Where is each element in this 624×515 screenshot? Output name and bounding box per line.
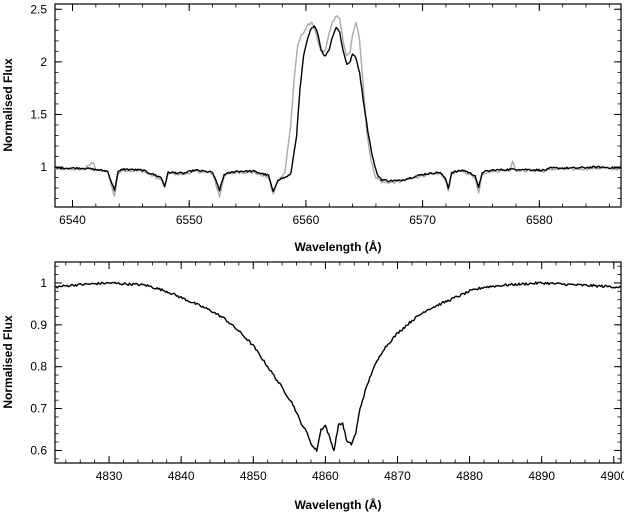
bottom-y-axis-title: Normalised Flux <box>1 315 15 409</box>
top-ticks: 6540 6550 6560 6570 6580 1 1.5 2 2.5 <box>30 2 621 227</box>
bottom-x-tick-label: 4850 <box>240 469 267 483</box>
bottom-y-tick-label: 0.7 <box>30 402 47 416</box>
bottom-y-tick-label: 0.6 <box>30 443 47 457</box>
top-x-tick-label: 6550 <box>176 213 203 227</box>
top-x-tick-label: 6560 <box>293 213 320 227</box>
bottom-y-tick-label: 0.9 <box>30 318 47 332</box>
top-x-axis-title: Wavelength (Å) <box>295 239 382 254</box>
bottom-y-tick-label: 1 <box>40 276 47 290</box>
top-y-tick-label: 1 <box>40 160 47 174</box>
bottom-x-axis-title: Wavelength (Å) <box>295 497 382 512</box>
bottom-x-tick-label: 4870 <box>384 469 411 483</box>
top-series <box>54 15 622 198</box>
bottom-x-tick-label: 4890 <box>528 469 555 483</box>
top-y-tick-label: 2.5 <box>30 2 47 16</box>
bottom-ticks: 4830 4840 4850 4860 4870 4880 4890 4900 0.6 0.7 0.… <box>30 262 624 483</box>
top-plot-frame <box>54 3 622 208</box>
bottom-x-tick-label: 4860 <box>312 469 339 483</box>
bottom-x-tick-label: 4900 <box>600 469 624 483</box>
bottom-x-tick-label: 4840 <box>168 469 195 483</box>
bottom-series <box>54 281 622 452</box>
bottom-x-tick-label: 4880 <box>456 469 483 483</box>
bottom-plot-frame <box>54 261 622 464</box>
top-series-line-0 <box>54 25 622 193</box>
top-y-axis-title: Normalised Flux <box>1 58 15 152</box>
bottom-x-tick-label: 4830 <box>96 469 123 483</box>
top-x-tick-label: 6570 <box>409 213 436 227</box>
bottom-series-line-0 <box>54 281 622 452</box>
top-panel: 6540 6550 6560 6570 6580 1 1.5 2 2.5 Wavelength … <box>1 2 622 254</box>
top-y-tick-label: 2 <box>40 55 47 69</box>
top-x-tick-label: 6580 <box>526 213 553 227</box>
bottom-panel: 4830 4840 4850 4860 4870 4880 4890 4900 0.6 0.7 0.… <box>1 261 624 512</box>
top-x-tick-label: 6540 <box>59 213 86 227</box>
bottom-y-tick-label: 0.8 <box>30 360 47 374</box>
top-y-tick-label: 1.5 <box>30 107 47 121</box>
